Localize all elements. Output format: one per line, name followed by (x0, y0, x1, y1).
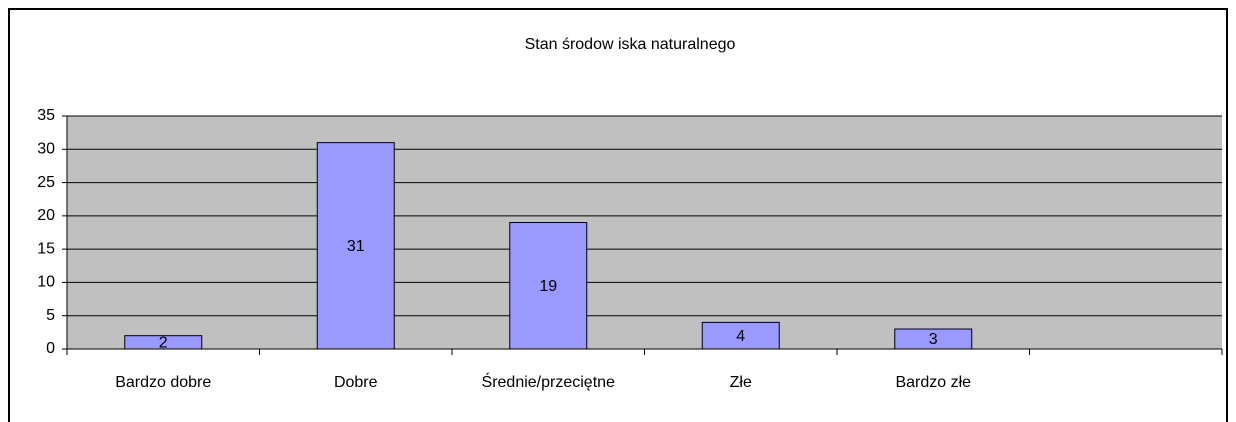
y-tick-label: 25 (37, 174, 55, 191)
bar (509, 222, 588, 350)
value-label: 3 (929, 331, 938, 348)
x-tick-label: Bardzo złe (895, 374, 971, 391)
plot-area (67, 116, 1222, 349)
x-tick-label: Bardzo dobre (115, 374, 211, 391)
y-tick-label: 20 (37, 207, 55, 224)
value-label: 31 (347, 238, 365, 255)
chart-title: Stan środow iska naturalnego (525, 36, 736, 53)
value-label: 4 (736, 328, 745, 345)
x-tick-label: Złe (730, 374, 752, 391)
value-label: 19 (539, 278, 557, 295)
bar (316, 142, 395, 350)
y-tick-label: 10 (37, 274, 55, 291)
y-tick-label: 30 (37, 141, 55, 158)
y-tick-label: 5 (46, 307, 55, 324)
bar (701, 321, 780, 350)
y-tick-label: 0 (46, 340, 55, 357)
x-tick-label: Średnie/przeciętne (482, 372, 616, 391)
value-label: 2 (159, 335, 168, 352)
x-tick-label: Dobre (334, 374, 378, 391)
y-tick-label: 35 (37, 107, 55, 124)
y-tick-label: 15 (37, 240, 55, 257)
chart-frame (8, 8, 1228, 422)
